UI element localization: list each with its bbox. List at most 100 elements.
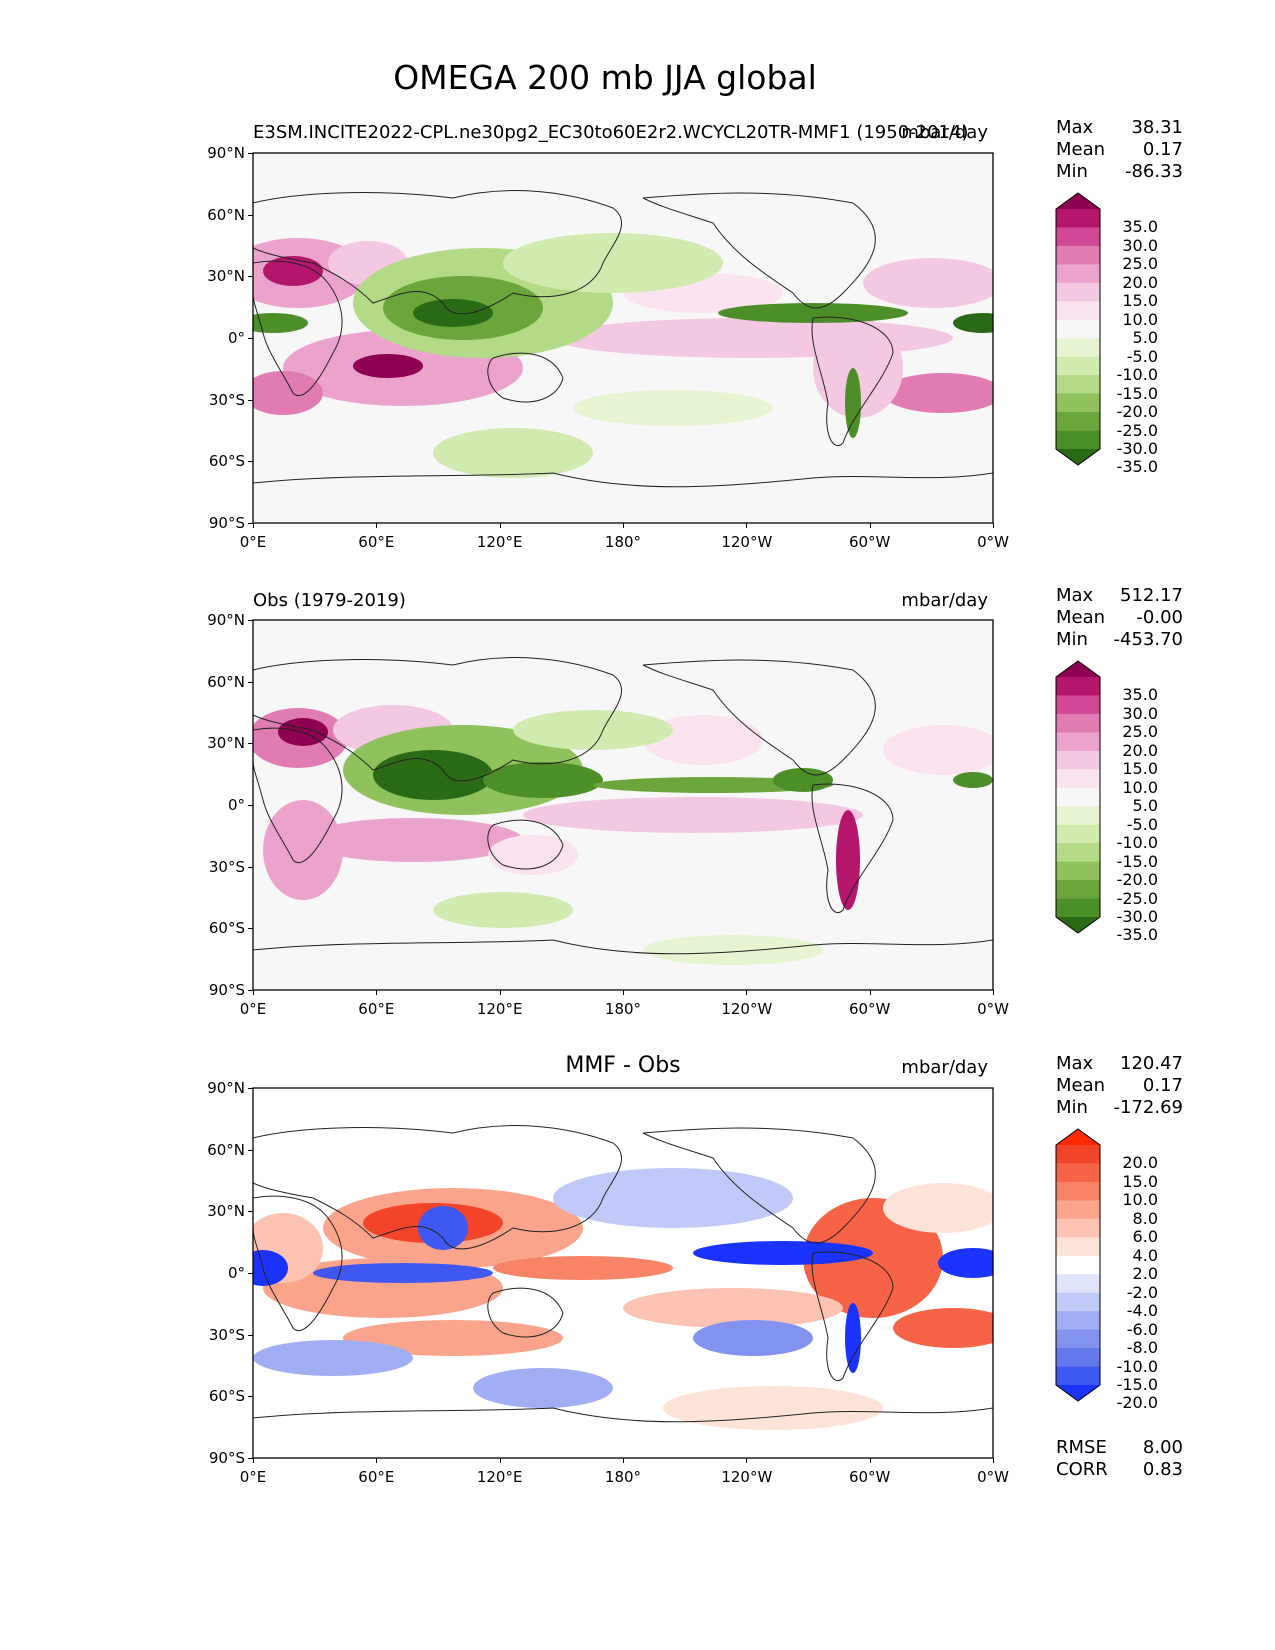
coastline-antarctica — [253, 472, 993, 488]
coastline-south-america — [811, 1251, 894, 1381]
colorbar-segment — [1056, 430, 1100, 450]
lat-tick-label: 30°N — [207, 734, 245, 753]
field-blue-atlantic-itcz — [938, 1248, 993, 1278]
stat-value: -453.70 — [1113, 629, 1183, 650]
stat-label: Max — [1056, 585, 1094, 606]
panel-2-units: mbar/day — [901, 590, 988, 611]
stat-label: CORR — [1056, 1459, 1108, 1480]
colorbar-tick-label: -25.0 — [1116, 888, 1158, 908]
lon-tick-mark — [376, 1458, 378, 1463]
lon-tick-mark — [499, 990, 501, 995]
coastline-north-america — [642, 659, 876, 776]
lon-tick-mark — [746, 523, 748, 528]
colorbar-tick-label: -35.0 — [1116, 457, 1158, 477]
stat-label: Mean — [1056, 139, 1106, 160]
colorbar-segment — [1056, 861, 1100, 881]
lat-tick-label: 90°S — [208, 1449, 245, 1467]
lat-tick-label: 0° — [227, 329, 245, 347]
stat-label: Min — [1056, 161, 1088, 182]
lon-tick-mark — [499, 523, 501, 528]
colorbar-segment — [1056, 1163, 1100, 1183]
lat-tick-label: 90°N — [207, 1079, 245, 1097]
lon-tick-mark — [869, 523, 871, 528]
coastline-africa — [253, 1195, 343, 1331]
colorbar-tick-label: -20.0 — [1116, 870, 1158, 890]
colorbar-segment — [1056, 338, 1100, 358]
colorbar-tick-label: 15.0 — [1122, 291, 1158, 311]
lon-tick-mark — [993, 523, 994, 528]
field-red-south-pacific — [623, 1288, 843, 1328]
panel-3-units: mbar/day — [901, 1057, 988, 1078]
field-green-monsoon-min — [413, 299, 493, 327]
lat-tick-label: 30°N — [207, 1202, 245, 1221]
stat-value: -0.00 — [1136, 607, 1183, 628]
colorbar-segment — [1056, 412, 1100, 432]
lat-tick-mark — [248, 805, 253, 806]
stat-value: -86.33 — [1124, 161, 1183, 182]
lat-tick-label: 30°N — [207, 267, 245, 286]
colorbar-extend-min — [1056, 1385, 1100, 1401]
field-green-southern-ocean — [433, 892, 573, 928]
lon-tick-label: 120°W — [721, 1000, 773, 1018]
stat-value: 0.17 — [1142, 1075, 1183, 1096]
colorbar-segment — [1056, 319, 1100, 339]
lon-tick-label: 60°E — [358, 1000, 395, 1018]
lon-tick-mark — [253, 990, 254, 995]
colorbar-extend-min — [1056, 917, 1100, 933]
lat-tick-mark — [248, 338, 253, 339]
field-green-africa-west — [253, 313, 308, 333]
lon-tick-label: 60°E — [358, 533, 395, 551]
colorbar — [1055, 1128, 1101, 1402]
lon-tick-label: 180° — [604, 1468, 642, 1486]
lon-tick-label: 120°W — [721, 533, 773, 551]
lat-tick-label: 60°N — [207, 672, 245, 691]
colorbar-tick-label: -10.0 — [1116, 1356, 1158, 1376]
colorbar-segment — [1056, 356, 1100, 376]
colorbar-segment — [1056, 1237, 1100, 1257]
lat-tick-label: 60°S — [208, 452, 245, 471]
colorbar-segment — [1056, 1366, 1100, 1386]
colorbar-segment — [1056, 282, 1100, 302]
lat-tick-label: 90°N — [207, 144, 245, 162]
lat-tick-label: 0° — [227, 796, 245, 814]
lat-tick-mark — [248, 1149, 253, 1151]
field-pink-south-atlantic — [883, 373, 993, 413]
colorbar-tick-label: -10.0 — [1116, 365, 1158, 385]
field-pink-south-africa — [253, 371, 323, 415]
colorbar-segment — [1056, 713, 1100, 733]
panel-1-map — [252, 152, 994, 524]
coastline-australia — [487, 1287, 564, 1338]
lon-tick-label: 120°W — [721, 1468, 773, 1486]
colorbar-tick-label: 30.0 — [1122, 235, 1158, 255]
field-blue-eq-indian — [313, 1263, 493, 1283]
colorbar-extend-min — [1056, 449, 1100, 465]
colorbar-tick-label: 30.0 — [1122, 703, 1158, 723]
colorbar-tick-label: 4.0 — [1132, 1245, 1158, 1265]
colorbar-tick-label: -30.0 — [1116, 439, 1158, 458]
colorbar-tick-label: 5.0 — [1132, 328, 1158, 348]
stat-value: 0.83 — [1142, 1459, 1183, 1480]
colorbar-tick-label: 6.0 — [1132, 1227, 1158, 1247]
colorbar — [1055, 660, 1101, 934]
lat-tick-mark — [248, 866, 253, 868]
colorbar-tick-label: 35.0 — [1122, 685, 1158, 705]
colorbar-tick-label: 20.0 — [1122, 740, 1158, 760]
field-red-north-atlantic — [883, 1183, 993, 1233]
field-max-south-indian — [353, 354, 423, 378]
stat-value: 0.17 — [1142, 139, 1183, 160]
panel-2-left-title: Obs (1979-2019) — [253, 590, 406, 611]
lon-tick-mark — [253, 1458, 254, 1463]
lon-tick-label: 0°W — [977, 533, 1009, 551]
stat-value: -172.69 — [1113, 1097, 1183, 1118]
lon-tick-label: 0°W — [977, 1000, 1009, 1018]
lon-tick-label: 0°E — [239, 1000, 267, 1018]
stat-label: RMSE — [1056, 1437, 1107, 1458]
lat-tick-mark — [248, 681, 253, 683]
colorbar-segment — [1056, 264, 1100, 284]
field-max-sahara — [263, 256, 323, 286]
lat-tick-mark — [248, 1088, 253, 1089]
colorbar-tick-label: -20.0 — [1116, 1393, 1158, 1413]
lon-tick-label: 60°W — [848, 533, 891, 551]
field-green-warm-pool — [483, 762, 603, 798]
stat-value: 512.17 — [1120, 585, 1183, 606]
